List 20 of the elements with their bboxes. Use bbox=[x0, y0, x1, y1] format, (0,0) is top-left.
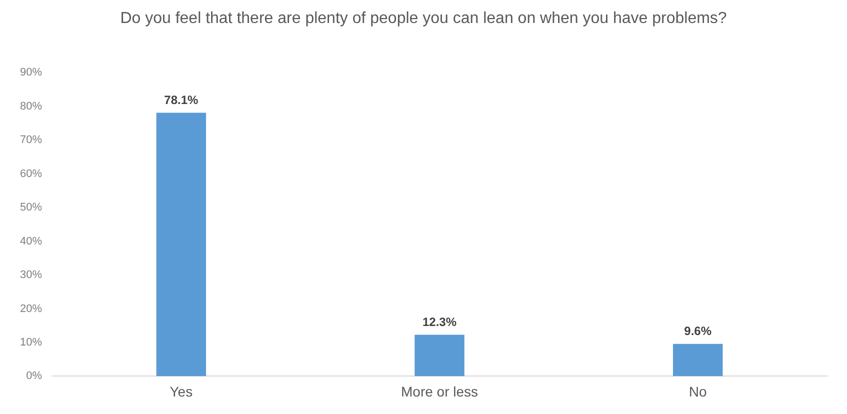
bar bbox=[672, 344, 723, 376]
data-label: 12.3% bbox=[422, 315, 457, 330]
y-tick-label: 0% bbox=[26, 370, 42, 382]
y-tick-label: 10% bbox=[20, 336, 42, 348]
data-label: 78.1% bbox=[164, 93, 199, 108]
y-tick-label: 70% bbox=[20, 134, 42, 146]
x-tick-label: More or less bbox=[400, 383, 478, 400]
y-tick-label: 80% bbox=[20, 100, 42, 112]
x-tick-label: No bbox=[688, 383, 707, 400]
x-tick-label: Yes bbox=[170, 383, 193, 400]
y-tick-label: 40% bbox=[20, 235, 42, 248]
bar bbox=[156, 112, 206, 376]
y-tick-label: 50% bbox=[20, 202, 42, 214]
y-tick-label: 30% bbox=[20, 269, 42, 282]
y-tick-label: 60% bbox=[20, 168, 42, 180]
y-tick-label: 20% bbox=[20, 302, 42, 315]
y-tick-label: 90% bbox=[20, 66, 42, 79]
data-label: 9.6% bbox=[684, 324, 712, 338]
bar bbox=[414, 334, 464, 376]
chart-title: Do you feel that there are plenty of people you can lean on when you have problems? bbox=[119, 9, 728, 29]
